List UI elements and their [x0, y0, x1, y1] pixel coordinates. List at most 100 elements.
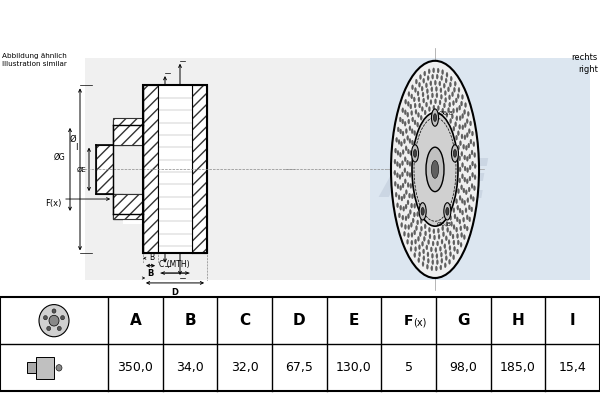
Circle shape	[461, 101, 463, 106]
Circle shape	[418, 82, 421, 87]
Circle shape	[418, 112, 419, 117]
Circle shape	[464, 166, 466, 171]
Circle shape	[402, 119, 404, 124]
Circle shape	[457, 145, 460, 150]
Circle shape	[469, 205, 470, 210]
Circle shape	[39, 304, 69, 337]
Bar	[113, 194, 123, 219]
Text: 34,0: 34,0	[176, 361, 204, 374]
Circle shape	[457, 234, 458, 238]
Text: 130,0: 130,0	[336, 361, 372, 374]
Circle shape	[409, 126, 411, 131]
Circle shape	[415, 109, 417, 114]
Circle shape	[431, 87, 433, 92]
Circle shape	[400, 152, 401, 157]
Circle shape	[463, 217, 464, 222]
Circle shape	[422, 262, 424, 266]
Circle shape	[430, 100, 432, 104]
Circle shape	[419, 103, 421, 108]
Circle shape	[420, 115, 422, 120]
Circle shape	[466, 179, 468, 184]
Circle shape	[455, 227, 458, 232]
Circle shape	[452, 100, 454, 106]
Circle shape	[449, 246, 451, 250]
Circle shape	[469, 165, 471, 170]
Circle shape	[431, 93, 433, 98]
Circle shape	[474, 164, 476, 168]
Circle shape	[437, 106, 439, 110]
Circle shape	[398, 195, 400, 200]
Circle shape	[452, 108, 455, 113]
Circle shape	[421, 106, 424, 111]
Circle shape	[460, 242, 462, 247]
Circle shape	[427, 264, 428, 269]
Circle shape	[440, 252, 442, 257]
Circle shape	[449, 215, 452, 220]
Circle shape	[461, 232, 463, 238]
Circle shape	[457, 94, 459, 98]
Text: F: F	[404, 314, 413, 328]
Circle shape	[391, 61, 479, 278]
Circle shape	[412, 85, 413, 90]
Circle shape	[470, 121, 472, 126]
Circle shape	[416, 122, 419, 127]
Bar	[285, 58, 590, 280]
Circle shape	[394, 181, 396, 186]
Circle shape	[457, 249, 458, 254]
Circle shape	[446, 208, 449, 215]
Text: ØG: ØG	[53, 152, 65, 162]
Circle shape	[428, 240, 430, 244]
Circle shape	[410, 203, 413, 208]
Circle shape	[413, 97, 415, 102]
Circle shape	[443, 103, 445, 108]
Circle shape	[460, 141, 461, 146]
Circle shape	[399, 117, 401, 122]
Circle shape	[437, 228, 439, 233]
Circle shape	[473, 186, 475, 191]
Text: Abbildung ähnlich
Illustration similar: Abbildung ähnlich Illustration similar	[2, 54, 67, 67]
Circle shape	[470, 194, 472, 199]
Circle shape	[436, 93, 438, 98]
Circle shape	[445, 90, 446, 96]
Text: D: D	[293, 313, 305, 328]
Circle shape	[47, 326, 51, 331]
Circle shape	[421, 86, 423, 91]
Text: 15,4: 15,4	[559, 361, 587, 374]
Circle shape	[405, 204, 407, 209]
Circle shape	[408, 92, 410, 96]
Circle shape	[401, 222, 403, 227]
Circle shape	[397, 127, 399, 132]
Circle shape	[422, 92, 424, 97]
Circle shape	[423, 256, 425, 261]
Circle shape	[413, 212, 415, 217]
Circle shape	[451, 222, 452, 226]
Circle shape	[452, 92, 454, 97]
Circle shape	[466, 132, 468, 138]
Circle shape	[471, 184, 473, 188]
Circle shape	[427, 95, 429, 100]
Text: ØE: ØE	[76, 166, 86, 172]
Circle shape	[442, 70, 443, 74]
Circle shape	[466, 156, 469, 161]
Bar	[113, 118, 143, 145]
Circle shape	[449, 82, 451, 87]
Circle shape	[456, 108, 458, 112]
Circle shape	[400, 186, 401, 190]
Circle shape	[464, 155, 466, 160]
Circle shape	[399, 163, 401, 168]
Circle shape	[411, 94, 413, 99]
Circle shape	[457, 240, 459, 245]
Circle shape	[449, 252, 452, 256]
Circle shape	[445, 98, 446, 102]
Circle shape	[411, 129, 413, 134]
Circle shape	[445, 236, 448, 241]
Circle shape	[449, 259, 451, 264]
Circle shape	[412, 218, 414, 223]
Text: Ø6,8: Ø6,8	[439, 111, 454, 116]
Circle shape	[407, 136, 409, 140]
Circle shape	[474, 175, 476, 180]
Circle shape	[445, 256, 447, 260]
Circle shape	[422, 249, 425, 254]
Circle shape	[461, 198, 463, 203]
Circle shape	[407, 149, 409, 154]
